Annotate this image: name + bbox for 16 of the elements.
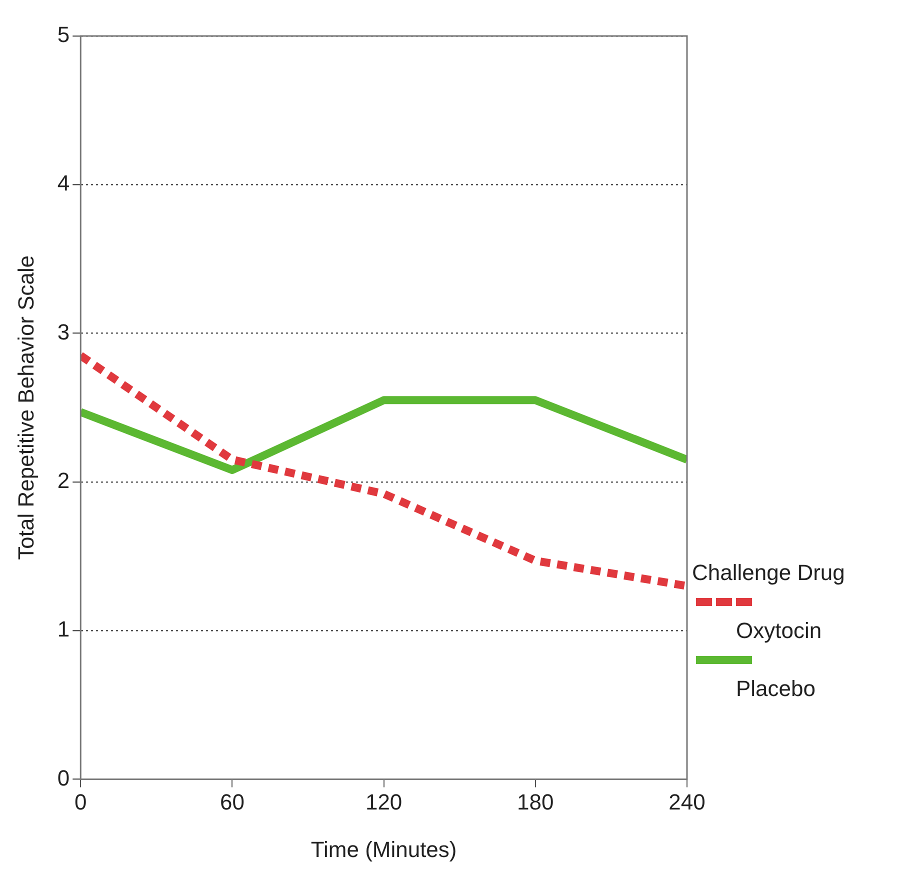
x-axis-title: Time (Minutes) — [310, 836, 457, 862]
y-tick-label: 5 — [57, 22, 70, 48]
x-tick-label: 60 — [220, 789, 244, 814]
y-tick-label: 2 — [57, 468, 70, 493]
y-tick-label: 3 — [57, 319, 70, 344]
y-axis-title: Total Repetitive Behavior Scale — [13, 255, 38, 560]
x-tick-label: 240 — [668, 789, 706, 814]
x-tick-label: 180 — [517, 789, 554, 814]
legend-label: Oxytocin — [736, 618, 823, 644]
y-tick-label: 4 — [57, 170, 70, 196]
legend-label: Placebo — [736, 676, 817, 702]
y-tick-label: 1 — [57, 616, 70, 642]
y-tick-label: 0 — [57, 765, 70, 790]
x-tick-label: 0 — [74, 789, 87, 814]
x-tick-label: 120 — [365, 789, 402, 814]
legend-title: Challenge Drug — [692, 560, 845, 586]
